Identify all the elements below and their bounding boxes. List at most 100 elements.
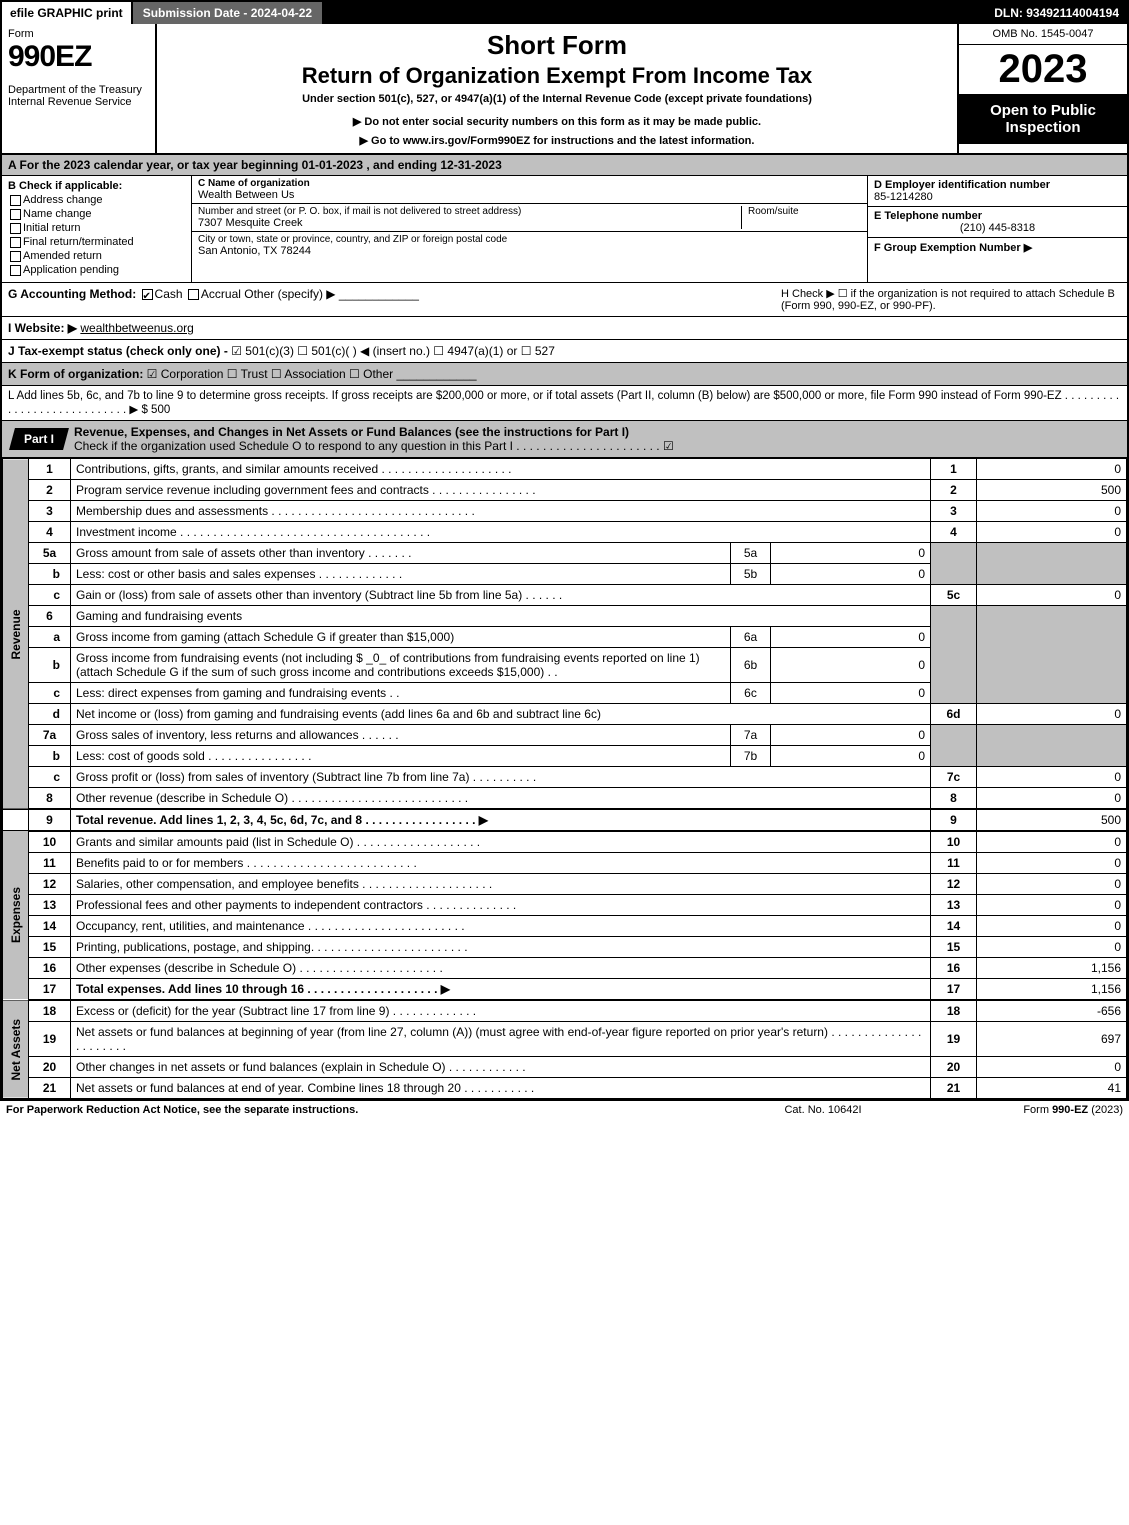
efile-label: efile GRAPHIC print <box>2 2 133 24</box>
g-cash: Cash <box>155 287 183 301</box>
l5c-d: Gain or (loss) from sale of assets other… <box>71 585 931 606</box>
l6d-rn: 6d <box>931 704 977 725</box>
l6b-n: b <box>29 648 71 683</box>
section-i: I Website: ▶ wealthbetweenus.org <box>2 317 1127 340</box>
l7c-v: 0 <box>977 767 1127 788</box>
l21-d: Net assets or fund balances at end of ye… <box>71 1078 931 1099</box>
g-cash-chk[interactable] <box>142 289 153 300</box>
l5b-d: Less: cost or other basis and sales expe… <box>71 564 731 585</box>
part1-tag: Part I <box>9 428 69 450</box>
l15-n: 15 <box>29 937 71 958</box>
l7b-n: b <box>29 746 71 767</box>
omb-number: OMB No. 1545-0047 <box>959 24 1127 45</box>
l5c-v: 0 <box>977 585 1127 606</box>
g-accrual-chk[interactable] <box>188 289 199 300</box>
l17-d: Total expenses. Add lines 10 through 16 … <box>71 979 931 1001</box>
l6-shade <box>931 606 977 704</box>
c-name-lbl: C Name of organization <box>198 178 310 189</box>
l5c-rn: 5c <box>931 585 977 606</box>
l7c-n: c <box>29 767 71 788</box>
l6a-sv: 0 <box>771 627 931 648</box>
l1-n: 1 <box>29 459 71 480</box>
grp-lbl: F Group Exemption Number ▶ <box>874 242 1032 254</box>
l11-rn: 11 <box>931 853 977 874</box>
side-expenses: Expenses <box>3 831 29 1000</box>
l8-v: 0 <box>977 788 1127 810</box>
l7a-n: 7a <box>29 725 71 746</box>
l9-d: Total revenue. Add lines 1, 2, 3, 4, 5c,… <box>71 809 931 831</box>
l2-v: 500 <box>977 480 1127 501</box>
l18-v: -656 <box>977 1000 1127 1022</box>
tel-value: (210) 445-8318 <box>874 222 1121 234</box>
l3-v: 0 <box>977 501 1127 522</box>
l5b-sl: 5b <box>731 564 771 585</box>
l6c-sl: 6c <box>731 683 771 704</box>
top-bar: efile GRAPHIC print Submission Date - 20… <box>2 2 1127 24</box>
ein-lbl: D Employer identification number <box>874 179 1050 191</box>
l2-n: 2 <box>29 480 71 501</box>
section-l: L Add lines 5b, 6c, and 7b to line 9 to … <box>2 386 1127 421</box>
l18-rn: 18 <box>931 1000 977 1022</box>
l11-d: Benefits paid to or for members . . . . … <box>71 853 931 874</box>
goto-link[interactable]: ▶ Go to www.irs.gov/Form990EZ for instru… <box>163 134 951 147</box>
k-lbl: K Form of organization: <box>8 367 143 381</box>
l5a-sv: 0 <box>771 543 931 564</box>
l1-d: Contributions, gifts, grants, and simila… <box>71 459 931 480</box>
i-lbl: I Website: ▶ <box>8 321 77 335</box>
l10-d: Grants and similar amounts paid (list in… <box>71 831 931 853</box>
l16-rn: 16 <box>931 958 977 979</box>
section-b: B Check if applicable: Address change Na… <box>2 176 192 282</box>
form-990ez: efile GRAPHIC print Submission Date - 20… <box>0 0 1129 1101</box>
side-blank <box>3 809 29 831</box>
ssn-warning: ▶ Do not enter social security numbers o… <box>163 115 951 128</box>
part1-sub: Check if the organization used Schedule … <box>74 439 660 453</box>
section-bf: B Check if applicable: Address change Na… <box>2 176 1127 283</box>
part1-chk[interactable]: ☑ <box>663 439 674 453</box>
l13-rn: 13 <box>931 895 977 916</box>
g-accounting: G Accounting Method: Cash Accrual Other … <box>8 287 781 312</box>
g-lbl: G Accounting Method: <box>8 287 136 301</box>
g-accrual: Accrual <box>201 287 241 301</box>
website-link[interactable]: wealthbetweenus.org <box>80 321 193 335</box>
l5c-n: c <box>29 585 71 606</box>
l14-n: 14 <box>29 916 71 937</box>
l2-d: Program service revenue including govern… <box>71 480 931 501</box>
f-group: F Group Exemption Number ▶ <box>868 238 1127 257</box>
l9-n: 9 <box>29 809 71 831</box>
l7b-sl: 7b <box>731 746 771 767</box>
c-city-lbl: City or town, state or province, country… <box>198 234 861 245</box>
return-title: Return of Organization Exempt From Incom… <box>163 63 951 89</box>
b-opt-0[interactable]: Address change <box>8 194 185 206</box>
b-opt-2-label: Initial return <box>23 222 80 234</box>
b-opt-1[interactable]: Name change <box>8 208 185 220</box>
part1-lines: Revenue 1 Contributions, gifts, grants, … <box>2 458 1127 1099</box>
tel-lbl: E Telephone number <box>874 210 982 222</box>
l3-rn: 3 <box>931 501 977 522</box>
l9-v: 500 <box>977 809 1127 831</box>
b-opt-2[interactable]: Initial return <box>8 222 185 234</box>
tax-year: 2023 <box>959 45 1127 94</box>
b-opt-3[interactable]: Final return/terminated <box>8 236 185 248</box>
l1-rn: 1 <box>931 459 977 480</box>
b-opt-4[interactable]: Amended return <box>8 250 185 262</box>
b-opt-1-label: Name change <box>23 208 92 220</box>
l7a-d: Gross sales of inventory, less returns a… <box>71 725 731 746</box>
l16-v: 1,156 <box>977 958 1127 979</box>
l6a-sl: 6a <box>731 627 771 648</box>
l4-v: 0 <box>977 522 1127 543</box>
l18-d: Excess or (deficit) for the year (Subtra… <box>71 1000 931 1022</box>
l7-shade-v <box>977 725 1127 767</box>
l5-shade-v <box>977 543 1127 585</box>
section-def: D Employer identification number 85-1214… <box>867 176 1127 282</box>
l11-n: 11 <box>29 853 71 874</box>
b-opt-5[interactable]: Application pending <box>8 264 185 276</box>
l14-v: 0 <box>977 916 1127 937</box>
c-addr-cell: Number and street (or P. O. box, if mail… <box>192 204 867 232</box>
l12-n: 12 <box>29 874 71 895</box>
l12-rn: 12 <box>931 874 977 895</box>
l6d-v: 0 <box>977 704 1127 725</box>
b-opt-0-label: Address change <box>23 194 103 206</box>
footer-left: For Paperwork Reduction Act Notice, see … <box>6 1104 723 1116</box>
side-revenue: Revenue <box>3 459 29 810</box>
l6a-d: Gross income from gaming (attach Schedul… <box>71 627 731 648</box>
